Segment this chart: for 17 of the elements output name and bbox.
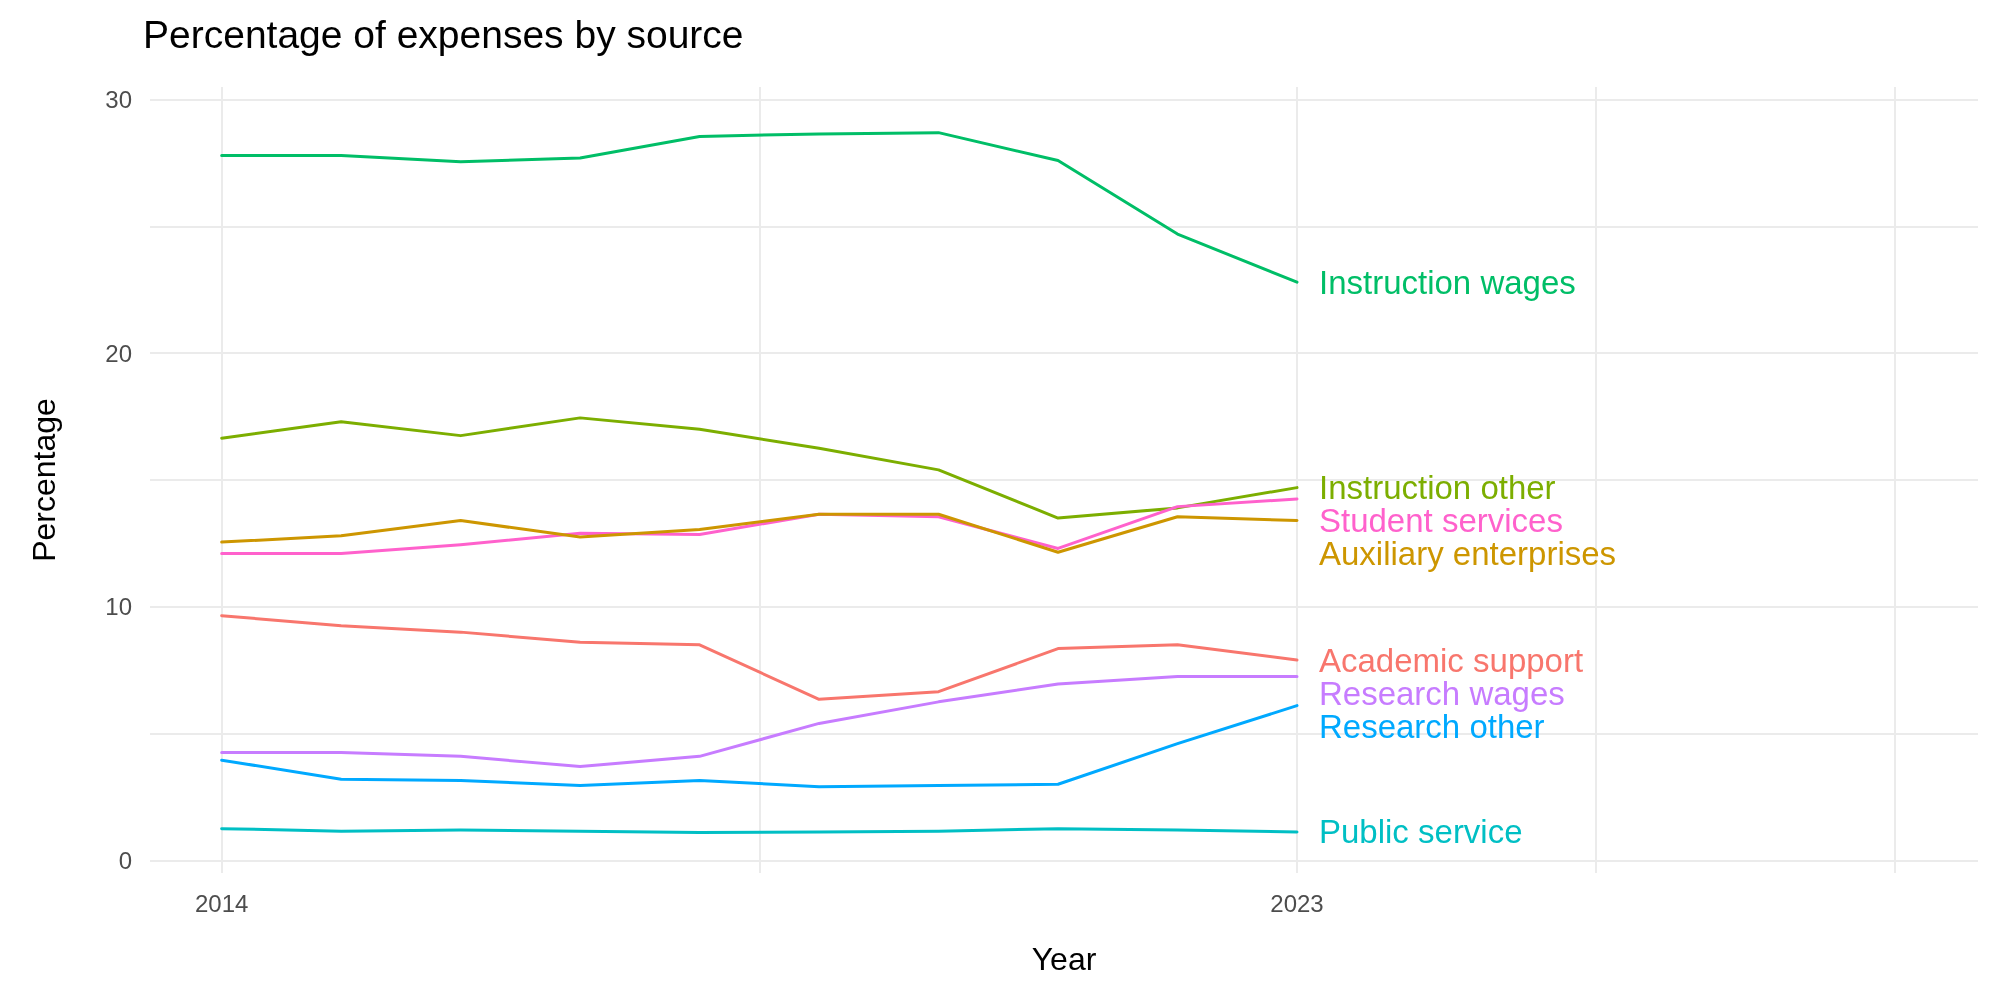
line-series (220, 614, 1299, 701)
line-series (220, 675, 1299, 769)
y-tick-label: 10 (105, 593, 132, 621)
line-series (220, 131, 1299, 284)
chart-title: Percentage of expenses by source (143, 13, 744, 56)
x-axis-title: Year (1031, 941, 1097, 977)
y-tick-label: 0 (118, 846, 132, 874)
line-series (220, 704, 1299, 789)
line-series (220, 512, 1299, 554)
x-tick-label: 2014 (194, 889, 249, 917)
line-series (220, 416, 1299, 520)
series-label: Public service (1318, 813, 1523, 851)
y-tick-label: 30 (105, 86, 132, 114)
y-tick-label: 20 (105, 339, 132, 367)
series-label: Instruction wages (1318, 263, 1576, 301)
y-axis-title: Percentage (26, 398, 62, 562)
x-tick-label: 2023 (1270, 889, 1324, 917)
